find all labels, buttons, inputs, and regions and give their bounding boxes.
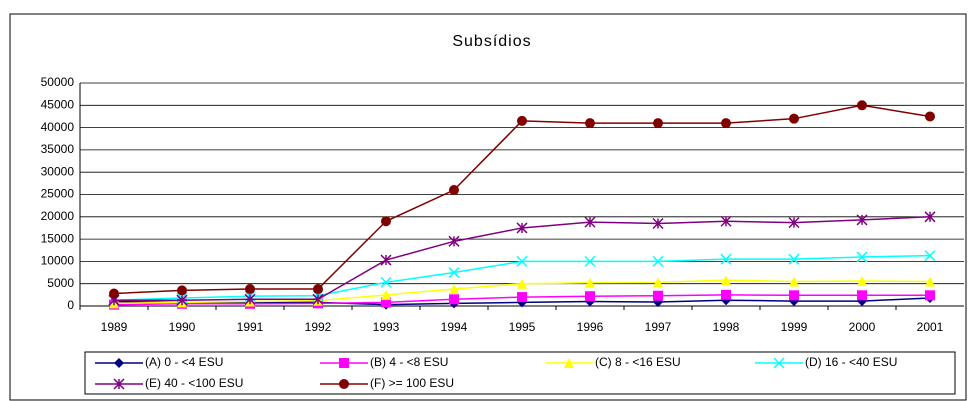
x-tick-label: 1998	[713, 320, 740, 334]
marker	[449, 284, 459, 295]
marker	[653, 277, 663, 288]
x-tick-label: 1994	[441, 320, 468, 334]
marker	[517, 278, 527, 289]
y-tick-label: 5000	[47, 276, 74, 290]
marker	[448, 235, 460, 247]
legend-label: (B) 4 - <8 ESU	[370, 355, 448, 369]
legend-label: (D) 16 - <40 ESU	[805, 355, 897, 369]
x-tick-label: 1996	[577, 320, 604, 334]
marker	[516, 255, 528, 267]
marker	[652, 255, 664, 267]
marker	[449, 185, 459, 196]
marker	[856, 251, 868, 263]
marker	[381, 289, 391, 300]
y-tick-label: 30000	[41, 164, 75, 178]
marker	[856, 214, 868, 226]
legend-marker	[339, 358, 349, 368]
marker	[313, 284, 323, 295]
marker	[720, 215, 732, 227]
marker	[924, 250, 936, 262]
marker	[721, 275, 731, 286]
marker	[517, 292, 527, 303]
marker	[721, 118, 731, 129]
marker	[789, 113, 799, 124]
marker	[653, 118, 663, 129]
x-tick-label: 1990	[169, 320, 196, 334]
x-tick-label: 2000	[849, 320, 876, 334]
marker	[857, 290, 867, 301]
y-tick-label: 20000	[41, 209, 75, 223]
marker	[245, 284, 255, 295]
marker	[380, 254, 392, 266]
y-tick-label: 15000	[41, 231, 75, 245]
x-tick-label: 1993	[373, 320, 400, 334]
marker	[517, 115, 527, 126]
marker	[857, 276, 867, 287]
y-tick-label: 0	[67, 298, 74, 312]
legend-label: (E) 40 - <100 ESU	[145, 376, 243, 390]
chart-frame	[9, 13, 967, 401]
marker	[788, 253, 800, 265]
legend-marker	[773, 357, 785, 369]
y-tick-label: 10000	[41, 254, 75, 268]
marker	[312, 293, 324, 305]
legend-label: (C) 8 - <16 ESU	[595, 355, 681, 369]
marker	[925, 111, 935, 122]
y-tick-label: 25000	[41, 187, 75, 201]
marker	[788, 217, 800, 229]
y-tick-label: 35000	[41, 142, 75, 156]
x-tick-label: 1999	[781, 320, 808, 334]
legend-marker	[339, 379, 349, 389]
marker	[924, 211, 936, 223]
marker	[381, 297, 391, 308]
marker	[584, 216, 596, 228]
marker	[585, 291, 595, 302]
x-tick-label: 1995	[509, 320, 536, 334]
marker	[381, 216, 391, 227]
marker	[177, 285, 187, 296]
marker	[789, 276, 799, 287]
marker	[176, 294, 188, 306]
marker	[516, 222, 528, 234]
legend-label: (A) 0 - <4 ESU	[145, 355, 223, 369]
marker	[244, 293, 256, 305]
marker	[109, 288, 119, 299]
x-tick-label: 2001	[917, 320, 944, 334]
marker	[652, 217, 664, 230]
marker	[585, 118, 595, 129]
x-tick-label: 1991	[237, 320, 264, 334]
marker	[789, 290, 799, 301]
marker	[585, 277, 595, 288]
marker	[653, 290, 663, 301]
marker	[857, 100, 867, 111]
legend-label: (F) >= 100 ESU	[370, 376, 454, 390]
chart-title: Subsídios	[452, 33, 531, 50]
legend-marker	[114, 358, 124, 368]
legend-marker	[564, 358, 574, 368]
legend-marker	[113, 378, 125, 390]
y-tick-label: 40000	[41, 120, 75, 134]
marker	[584, 255, 596, 267]
marker	[448, 267, 460, 279]
y-tick-label: 45000	[41, 97, 75, 111]
x-tick-label: 1997	[645, 320, 672, 334]
marker	[380, 276, 392, 288]
x-tick-label: 1989	[101, 320, 128, 334]
marker	[721, 289, 731, 300]
marker	[449, 294, 459, 305]
y-tick-label: 50000	[41, 75, 75, 89]
marker	[925, 290, 935, 301]
marker	[720, 253, 732, 265]
x-tick-label: 1992	[305, 320, 332, 334]
marker	[925, 276, 935, 287]
legend-frame	[84, 351, 956, 395]
